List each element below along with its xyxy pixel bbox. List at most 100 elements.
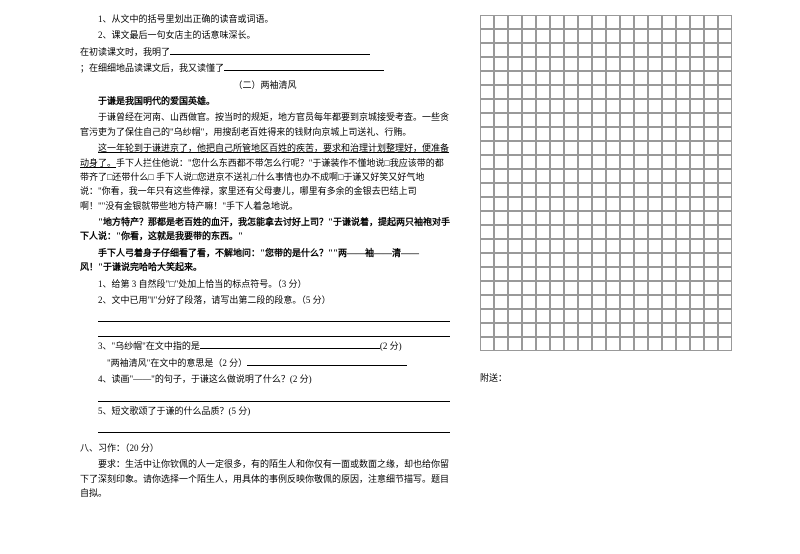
grid-cell [508, 197, 522, 211]
grid-cell [550, 225, 564, 239]
grid-cell [620, 85, 634, 99]
grid-cell [718, 15, 732, 29]
grid-cell [676, 281, 690, 295]
grid-cell [550, 267, 564, 281]
grid-cell [480, 323, 494, 337]
grid-cell [634, 15, 648, 29]
grid-cell [634, 337, 648, 351]
q2b-label: ；在细细地品读课文后，我又读懂了 [80, 63, 224, 73]
grid-cell [620, 309, 634, 323]
grid-cell [536, 15, 550, 29]
grid-cell [536, 113, 550, 127]
grid-cell [620, 15, 634, 29]
grid-cell [662, 141, 676, 155]
grid-cell [606, 183, 620, 197]
blank [170, 54, 370, 55]
grid-cell [564, 295, 578, 309]
grid-cell [508, 99, 522, 113]
p5: 手下人弓着身子仔细看了看，不解地问："您带的是什么？""两——袖——清——风！"… [80, 246, 450, 275]
grid-cell [704, 281, 718, 295]
grid-cell [508, 239, 522, 253]
grid-cell [592, 309, 606, 323]
grid-cell [508, 155, 522, 169]
grid-cell [578, 309, 592, 323]
q2: 2、课文最后一句女店主的话意味深长。 [80, 28, 450, 42]
grid-cell [480, 29, 494, 43]
grid-cell [718, 295, 732, 309]
grid-cell [508, 71, 522, 85]
grid-cell [718, 29, 732, 43]
grid-cell [606, 309, 620, 323]
grid-cell [564, 309, 578, 323]
q2a-label: 在初读课文时，我明了 [80, 47, 170, 57]
grid-cell [620, 71, 634, 85]
grid-cell [508, 127, 522, 141]
grid-cell [634, 99, 648, 113]
grid-cell [620, 183, 634, 197]
grid-cell [508, 29, 522, 43]
grid-cell [508, 141, 522, 155]
grid-cell [592, 337, 606, 351]
grid-cell [690, 295, 704, 309]
grid-cell [564, 113, 578, 127]
grid-cell [480, 267, 494, 281]
grid-cell [550, 43, 564, 57]
grid-cell [508, 169, 522, 183]
grid-cell [662, 71, 676, 85]
grid-cell [480, 113, 494, 127]
grid-cell [662, 239, 676, 253]
grid-cell [592, 211, 606, 225]
grid-cell [648, 57, 662, 71]
grid-cell [522, 309, 536, 323]
writing-grid [480, 15, 770, 351]
grid-cell [662, 225, 676, 239]
grid-cell [508, 211, 522, 225]
grid-cell [620, 57, 634, 71]
p2: 于谦曾经在河南、山西做官。按当时的规矩，地方官员每年都要到京城接受考查。一些贪官… [80, 110, 450, 139]
grid-cell [522, 85, 536, 99]
grid-cell [522, 211, 536, 225]
grid-cell [634, 197, 648, 211]
grid-cell [508, 253, 522, 267]
grid-cell [480, 337, 494, 351]
grid-cell [592, 71, 606, 85]
grid-cell [606, 29, 620, 43]
grid-cell [508, 309, 522, 323]
grid-cell [648, 239, 662, 253]
grid-cell [536, 99, 550, 113]
grid-cell [648, 337, 662, 351]
grid-cell [592, 267, 606, 281]
grid-cell [480, 211, 494, 225]
grid-cell [536, 141, 550, 155]
grid-cell [522, 99, 536, 113]
grid-cell [550, 281, 564, 295]
grid-cell [508, 113, 522, 127]
grid-cell [592, 239, 606, 253]
grid-cell [606, 295, 620, 309]
grid-cell [480, 169, 494, 183]
grid-cell [564, 253, 578, 267]
grid-cell [676, 113, 690, 127]
grid-cell [550, 211, 564, 225]
grid-cell [634, 71, 648, 85]
grid-cell [550, 113, 564, 127]
grid-cell [536, 281, 550, 295]
grid-cell [550, 57, 564, 71]
grid-cell [690, 309, 704, 323]
grid-cell [494, 127, 508, 141]
grid-cell [522, 183, 536, 197]
grid-cell [662, 57, 676, 71]
grid-cell [662, 323, 676, 337]
grid-cell [480, 57, 494, 71]
grid-cell [606, 323, 620, 337]
grid-cell [508, 337, 522, 351]
grid-cell [550, 309, 564, 323]
grid-cell [564, 43, 578, 57]
grid-cell [480, 295, 494, 309]
grid-cell [522, 281, 536, 295]
grid-cell [620, 239, 634, 253]
grid-cell [592, 99, 606, 113]
grid-cell [508, 15, 522, 29]
grid-cell [522, 197, 536, 211]
grid-cell [536, 211, 550, 225]
